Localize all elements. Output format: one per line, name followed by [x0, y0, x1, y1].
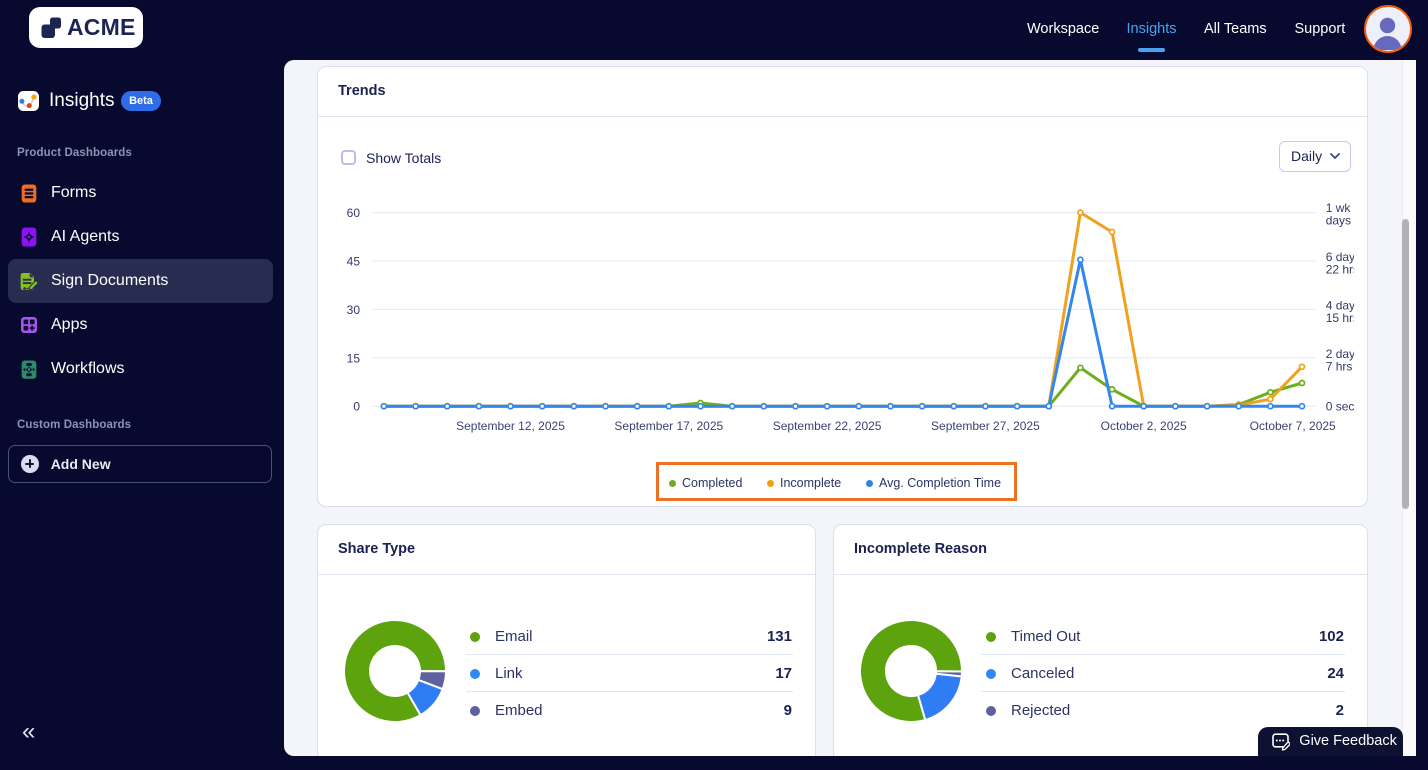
- svg-text:1 wk: 1 wk: [1326, 201, 1352, 215]
- svg-text:6 days: 6 days: [1326, 250, 1361, 264]
- svg-text:September 17, 2025: September 17, 2025: [614, 419, 723, 433]
- svg-text:4 days: 4 days: [1326, 298, 1361, 312]
- svg-text:0: 0: [353, 399, 360, 413]
- svg-text:60: 60: [347, 206, 361, 220]
- svg-text:October 7, 2025: October 7, 2025: [1250, 419, 1336, 433]
- svg-text:45: 45: [347, 254, 361, 268]
- svg-text:7 hrs: 7 hrs: [1326, 359, 1353, 373]
- svg-text:22 hrs: 22 hrs: [1326, 262, 1359, 276]
- svg-text:September 12, 2025: September 12, 2025: [456, 419, 565, 433]
- svg-text:days: days: [1326, 213, 1351, 227]
- svg-text:October 2, 2025: October 2, 2025: [1101, 419, 1187, 433]
- svg-text:0 secs: 0 secs: [1326, 399, 1361, 413]
- svg-text:15: 15: [347, 351, 361, 365]
- svg-text:2 days: 2 days: [1326, 347, 1361, 361]
- svg-text:September 27, 2025: September 27, 2025: [931, 419, 1040, 433]
- svg-text:15 hrs: 15 hrs: [1326, 311, 1359, 325]
- svg-text:30: 30: [347, 302, 361, 316]
- svg-text:September 22, 2025: September 22, 2025: [773, 419, 882, 433]
